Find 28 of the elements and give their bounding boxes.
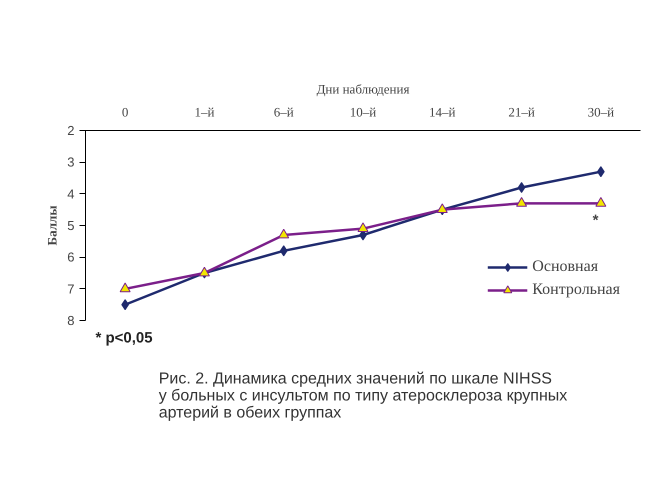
y-tick-label: 7 bbox=[67, 281, 75, 296]
x-tick-label: 6–й bbox=[274, 104, 294, 120]
point bbox=[280, 245, 288, 256]
y-tick-label: 5 bbox=[67, 218, 75, 233]
point bbox=[518, 182, 526, 193]
x-axis-title: Дни наблюдения bbox=[316, 82, 410, 96]
x-tick-label: 0 bbox=[122, 104, 128, 120]
x-tick-label: 21–й bbox=[508, 104, 535, 120]
y-axis-title: Баллы bbox=[44, 206, 60, 246]
x-tick-label: 10–й bbox=[350, 104, 376, 120]
y-tick-label: 2 bbox=[67, 123, 75, 138]
point bbox=[278, 228, 290, 238]
text: * p<0,05 bbox=[96, 330, 153, 346]
y-tick-label: 3 bbox=[67, 154, 75, 170]
annotation: * bbox=[592, 212, 599, 229]
legend-label: Контрольная bbox=[532, 281, 620, 299]
y-tick-label: 8 bbox=[67, 313, 75, 328]
y-tick-label: 4 bbox=[67, 186, 75, 202]
point bbox=[516, 197, 528, 207]
y-tick-label: 6 bbox=[67, 250, 75, 265]
legend-label: Основная bbox=[532, 258, 598, 276]
point bbox=[358, 222, 368, 232]
point bbox=[595, 197, 606, 207]
x-tick-label: 30–й bbox=[588, 104, 614, 120]
x-tick-label: 14–й bbox=[429, 104, 456, 120]
x-tick-label: 1–й bbox=[194, 104, 214, 120]
point bbox=[120, 282, 131, 292]
text: Рис. 2. Динамика средних значений по шкале NIHSS у больных с инсультом по типу атеросклероза крупных артерий в обеих группах bbox=[158, 370, 568, 422]
